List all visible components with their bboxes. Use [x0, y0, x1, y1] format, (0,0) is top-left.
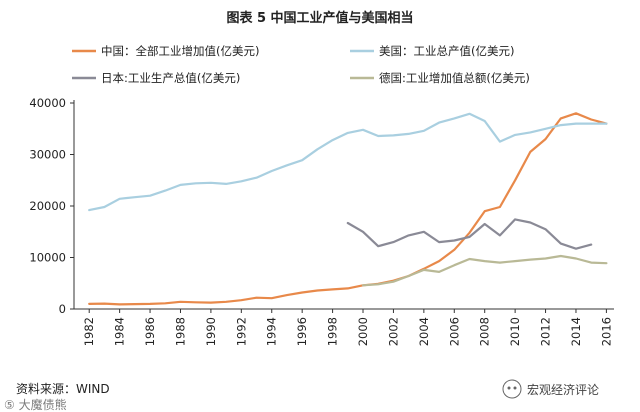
watermark-text: 宏观经济评论: [527, 382, 599, 397]
legend-label-2: 日本:工业生产总值(亿美元): [101, 71, 240, 85]
x-tick-label: 2002: [386, 317, 400, 346]
x-tick-label: 1986: [143, 317, 157, 346]
legend-label-3: 德国:工业增加值总额(亿美元): [379, 71, 530, 85]
legend-label-1: 美国：工业总产值(亿美元): [379, 44, 514, 58]
series-line-2: [346, 218, 593, 250]
y-tick-label: 20000: [29, 199, 66, 213]
watermark-left-text: ⑤ 大魔债熊: [4, 397, 67, 412]
x-tick-label: 1982: [82, 317, 96, 346]
x-tick-label: 2010: [508, 317, 522, 346]
x-tick-label: 2008: [478, 317, 492, 346]
chart-title: 图表 5 中国工业产值与美国相当: [226, 10, 413, 26]
y-tick-label: 30000: [29, 148, 66, 162]
x-tick-label: 2016: [599, 317, 613, 346]
series-line-3: [361, 254, 608, 287]
x-tick-label: 1992: [234, 317, 248, 346]
legend: 中国：全部工业增加值(亿美元) 美国：工业总产值(亿美元) 日本:工业生产总值(亿美…: [72, 44, 530, 85]
y-tick-label: 0: [59, 302, 66, 316]
wechat-icon-eye-right: [513, 386, 517, 390]
wechat-icon-eye-left: [507, 386, 511, 390]
x-tick-label: 1990: [204, 317, 218, 346]
y-tick-label: 10000: [29, 251, 66, 265]
watermark: 宏观经济评论: [502, 379, 599, 399]
x-tick-label: 2014: [569, 317, 583, 346]
x-tick-label: 2012: [539, 317, 553, 346]
legend-label-0: 中国：全部工业增加值(亿美元): [101, 44, 259, 58]
x-tick-label: 2004: [417, 317, 431, 346]
y-tick-label: 40000: [29, 96, 66, 110]
series-line-0: [88, 112, 608, 306]
series-line-1: [88, 112, 608, 212]
axes: 0 10000 20000 30000 40000 1982 1984 1986 1988 199…: [29, 96, 614, 346]
x-tick-label: 1984: [113, 317, 127, 346]
x-tick-label: 1988: [173, 317, 187, 346]
x-tick-label: 1998: [326, 317, 340, 346]
x-tick-label: 1996: [295, 317, 309, 346]
x-tick-label: 2000: [356, 317, 370, 346]
source-note: 资料来源：WIND: [16, 382, 110, 396]
series-layer: [88, 112, 608, 306]
x-tick-label: 2006: [447, 317, 461, 346]
x-tick-label: 1994: [265, 317, 279, 346]
wechat-icon: [502, 379, 522, 399]
